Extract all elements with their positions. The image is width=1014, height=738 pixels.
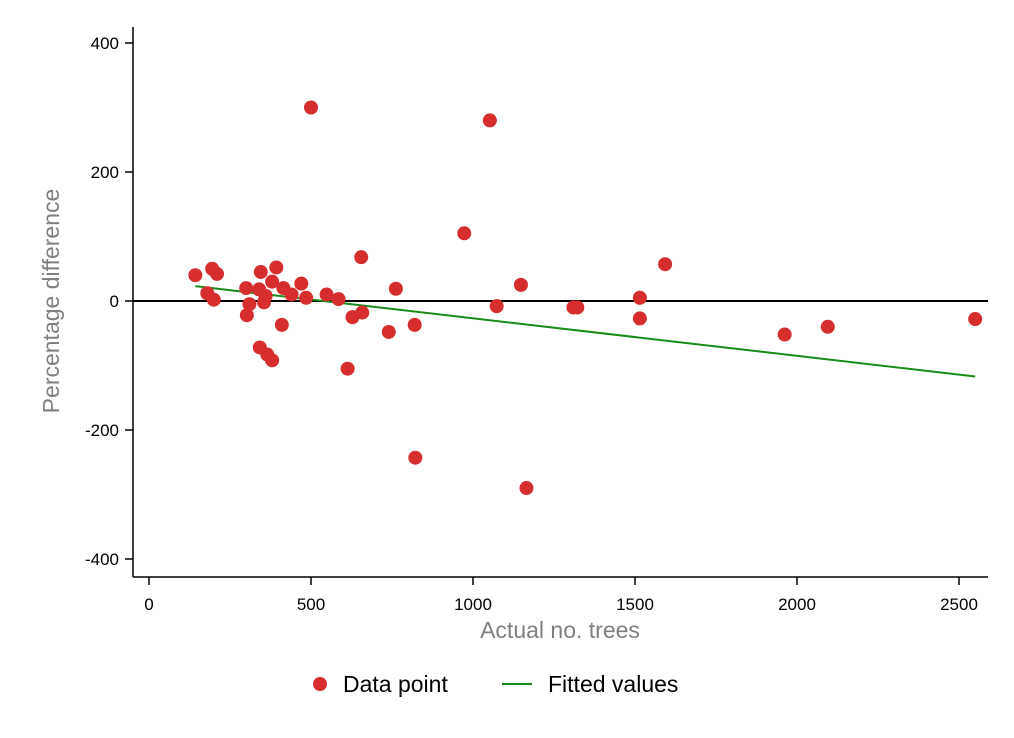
data-point-35 <box>489 299 504 314</box>
x-tick-label-1500: 1500 <box>616 595 654 614</box>
data-point-43 <box>777 327 792 342</box>
ticks-layer: 0 500 1000 1500 2000 2500 -400 -200 0 200 400 <box>85 34 978 614</box>
data-point-30 <box>388 281 403 296</box>
data-point-40 <box>632 290 647 305</box>
data-point-12 <box>258 288 273 303</box>
data-point-23 <box>319 287 334 302</box>
data-point-24 <box>331 292 346 307</box>
legend-label-data-point: Data point <box>343 671 448 697</box>
y-tick-label-200: 200 <box>91 163 119 182</box>
data-point-16 <box>269 260 284 275</box>
points-layer <box>188 100 983 496</box>
data-point-14 <box>265 353 280 368</box>
data-point-6 <box>239 308 254 323</box>
y-tick-label-0: 0 <box>110 292 119 311</box>
data-point-33 <box>457 226 472 241</box>
data-point-5 <box>239 281 254 296</box>
data-point-37 <box>519 481 534 496</box>
data-point-3 <box>206 292 221 307</box>
legend-marker-data-point <box>313 677 327 691</box>
y-axis-title: Percentage difference <box>38 189 64 414</box>
y-tick-label--400: -400 <box>85 550 119 569</box>
data-point-9 <box>253 264 268 279</box>
data-point-31 <box>407 317 422 332</box>
data-point-7 <box>242 297 257 312</box>
data-point-29 <box>381 324 396 339</box>
data-point-42 <box>658 257 673 272</box>
data-point-17 <box>274 317 289 332</box>
data-point-44 <box>820 319 835 334</box>
data-point-32 <box>408 450 423 465</box>
data-point-27 <box>354 250 369 265</box>
data-point-19 <box>284 287 299 302</box>
data-point-36 <box>513 277 528 292</box>
x-tick-label-2000: 2000 <box>778 595 816 614</box>
data-point-41 <box>632 311 647 326</box>
x-tick-label-500: 500 <box>297 595 325 614</box>
x-axis-title: Actual no. trees <box>480 617 640 643</box>
axes-layer <box>132 27 988 578</box>
y-tick-label--200: -200 <box>85 421 119 440</box>
legend-label-fitted-values: Fitted values <box>548 671 678 697</box>
data-point-28 <box>355 305 370 320</box>
data-point-39 <box>570 300 585 315</box>
data-point-20 <box>294 276 309 291</box>
data-point-45 <box>968 312 983 327</box>
y-tick-label-400: 400 <box>91 34 119 53</box>
data-point-25 <box>340 361 355 376</box>
data-point-0 <box>188 268 203 283</box>
x-tick-label-2500: 2500 <box>940 595 978 614</box>
x-tick-label-0: 0 <box>144 595 153 614</box>
x-tick-label-1000: 1000 <box>454 595 492 614</box>
data-point-15 <box>265 274 280 289</box>
data-point-22 <box>304 100 318 115</box>
legend: Data point Fitted values <box>313 671 678 697</box>
data-point-21 <box>299 290 314 305</box>
data-point-34 <box>482 113 497 128</box>
data-point-4 <box>210 266 225 281</box>
